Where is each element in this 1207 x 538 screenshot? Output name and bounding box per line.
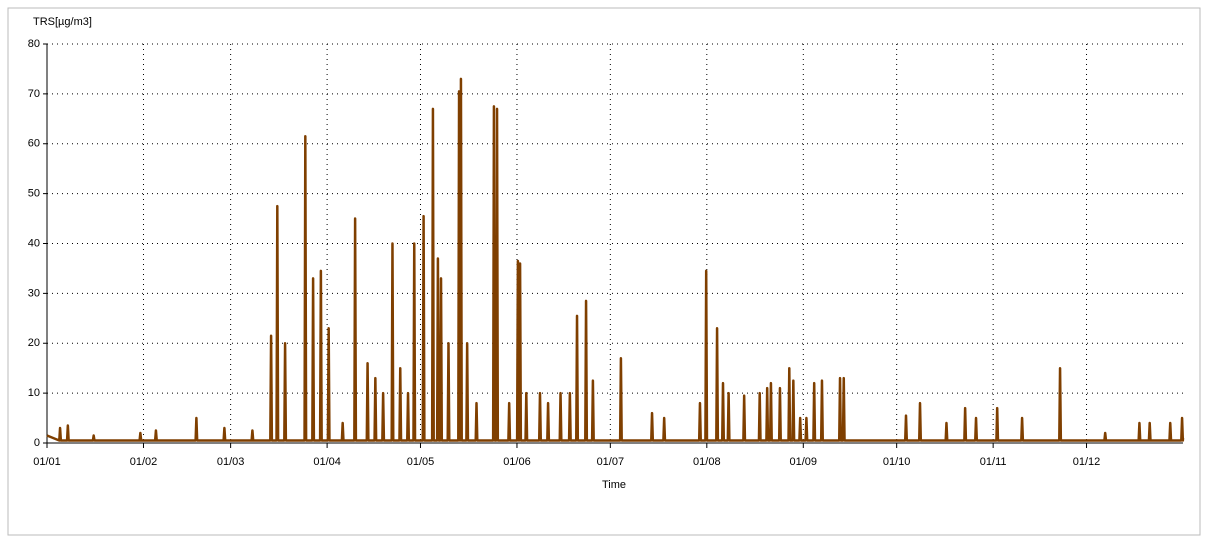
y-tick-label: 60 bbox=[28, 138, 40, 150]
y-axis-label: TRS[µg/m3] bbox=[33, 16, 92, 28]
x-tick-label: 01/01 bbox=[33, 456, 61, 468]
y-tick-label: 80 bbox=[28, 38, 40, 50]
y-tick-label: 30 bbox=[28, 287, 40, 299]
y-tick-label: 20 bbox=[28, 337, 40, 349]
x-tick-label: 01/07 bbox=[597, 456, 625, 468]
chart-frame bbox=[7, 7, 1201, 536]
y-tick-label: 10 bbox=[28, 387, 40, 399]
y-tick-label: 0 bbox=[34, 437, 40, 449]
x-tick-label: 01/06 bbox=[503, 456, 531, 468]
x-tick-label: 01/04 bbox=[313, 456, 341, 468]
x-axis-label: Time bbox=[602, 479, 626, 491]
y-tick-label: 70 bbox=[28, 88, 40, 100]
y-tick-label: 50 bbox=[28, 188, 40, 200]
x-tick-label: 01/08 bbox=[693, 456, 721, 468]
x-tick-label: 01/11 bbox=[980, 456, 1007, 468]
y-tick-label: 40 bbox=[28, 237, 40, 249]
x-tick-label: 01/03 bbox=[217, 456, 245, 468]
x-tick-label: 01/10 bbox=[883, 456, 911, 468]
x-tick-label: 01/02 bbox=[130, 456, 158, 468]
data-line bbox=[46, 77, 1185, 442]
x-tick-label: 01/12 bbox=[1073, 456, 1101, 468]
x-tick-label: 01/09 bbox=[790, 456, 818, 468]
x-tick-label: 01/05 bbox=[407, 456, 435, 468]
